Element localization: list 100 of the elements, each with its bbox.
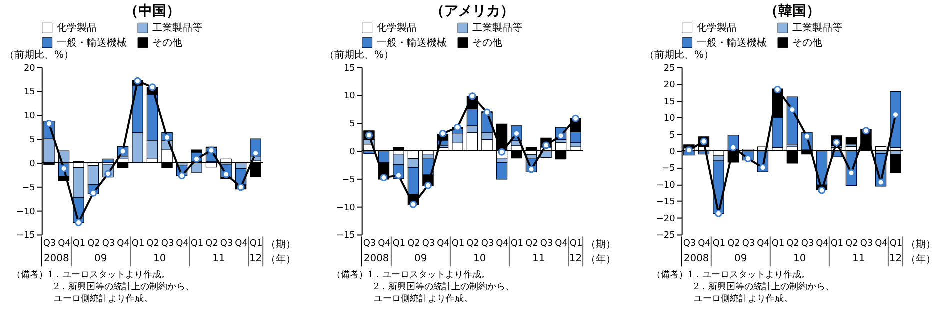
y-tick-label: 20 <box>664 80 676 91</box>
y-tick-label: 15 <box>24 88 36 98</box>
x-tick-label: Q1 <box>890 239 903 250</box>
x-tick-label: Q3 <box>161 239 174 250</box>
x-tick-label: Q4 <box>117 239 130 250</box>
x-tick-label: Q1 <box>392 239 406 250</box>
x-tick-label: Q4 <box>437 239 450 250</box>
x-tick-label: Q1 <box>570 239 583 250</box>
y-tick-label: 5 <box>670 130 676 141</box>
legend-label: その他 <box>792 36 822 49</box>
legend-label: 化学製品 <box>376 22 417 34</box>
chart-title: （中国） <box>124 3 181 20</box>
x-tick-label: Q2 <box>786 239 800 250</box>
text: ユーロ側統計より作成。 <box>694 294 793 305</box>
text: 2．新興国等の統計上の制約から、 <box>374 282 515 293</box>
x-tick-label: Q1 <box>452 239 465 250</box>
y-tick-label: 5 <box>30 136 36 146</box>
x-tick-label: Q4 <box>378 239 392 250</box>
text: 2008 <box>44 254 70 265</box>
y-tick-label: 25 <box>664 64 676 74</box>
x-tick-label: Q4 <box>235 239 248 250</box>
x-tick-label: Q4 <box>58 239 72 250</box>
x-tick-label: Q2 <box>466 239 480 250</box>
text: 12 <box>569 254 582 265</box>
x-tick-label: Q3 <box>683 239 696 250</box>
y-axis-title: （前期比、%） <box>324 48 394 61</box>
x-tick-label: Q1 <box>190 239 204 250</box>
x-tick-label: Q2 <box>146 239 160 250</box>
x-tick-label: Q3 <box>220 239 234 250</box>
x-tick-label: Q2 <box>728 239 740 250</box>
legend-label: その他 <box>152 36 183 49</box>
y-tick-label: −15 <box>656 198 676 208</box>
y-tick-label: −10 <box>16 207 36 218</box>
text: 12 <box>889 254 902 265</box>
y-tick-label: 15 <box>664 97 676 108</box>
text: 10 <box>474 254 486 265</box>
x-tick-label: Q3 <box>540 239 554 250</box>
x-tick-label: Q4 <box>555 239 568 250</box>
x-tick-label: Q3 <box>363 239 376 250</box>
y-tick-label: −10 <box>336 203 356 214</box>
text: 2．新興国等の統計上の制約から、 <box>54 282 195 293</box>
y-tick-label: 15 <box>344 64 356 74</box>
x-tick-label: Q1 <box>830 239 844 250</box>
text: 11 <box>852 254 866 265</box>
text: （備考）1．ユーロスタットより作成。 <box>12 270 171 281</box>
y-tick-label: −10 <box>656 180 676 191</box>
text: （備考）1．ユーロスタットより作成。 <box>652 270 811 281</box>
y-tick-label: 10 <box>664 114 676 124</box>
x-tick-label: Q2 <box>526 239 538 250</box>
x-tick-label: Q2 <box>408 239 420 250</box>
y-axis-title: （前期比、%） <box>4 48 74 61</box>
x-tick-label: Q1 <box>72 239 86 250</box>
x-tick-label: Q3 <box>102 239 116 250</box>
text: 2．新興国等の統計上の制約から、 <box>694 282 835 293</box>
y-tick-label: 20 <box>24 64 36 74</box>
x-tick-label: Q3 <box>860 239 874 250</box>
x-tick-label: Q1 <box>510 239 524 250</box>
x-tick-label: Q4 <box>176 239 190 250</box>
y-tick-label: −5 <box>342 175 356 186</box>
y-tick-label: −5 <box>22 183 36 194</box>
x-tick-label: Q2 <box>88 239 100 250</box>
y-tick-label: 10 <box>344 92 356 102</box>
x-tick-label: Q4 <box>698 239 712 250</box>
text: 09 <box>734 254 748 265</box>
y-tick-label: −5 <box>662 164 676 174</box>
text: 11 <box>532 254 546 265</box>
y-tick-label: −15 <box>336 231 356 242</box>
x-tick-label: Q1 <box>772 239 785 250</box>
text: ユーロ側統計より作成。 <box>54 294 153 305</box>
text: 11 <box>212 254 226 265</box>
text: 09 <box>94 254 108 265</box>
x-tick-label: Q4 <box>496 239 510 250</box>
x-tick-label: Q3 <box>801 239 814 250</box>
y-tick-label: −15 <box>16 231 36 242</box>
x-tick-label: Q3 <box>43 239 56 250</box>
y-tick-label: −20 <box>656 214 676 224</box>
x-tick-label: Q4 <box>816 239 830 250</box>
x-tick-label: Q1 <box>132 239 145 250</box>
x-tick-label: Q4 <box>757 239 770 250</box>
text: 12 <box>249 254 262 265</box>
x-tick-label: Q1 <box>250 239 263 250</box>
text: ユーロ側統計より作成。 <box>374 294 473 305</box>
x-tick-label: Q3 <box>422 239 436 250</box>
legend-label: 工業製品等 <box>152 22 203 34</box>
y-tick-label: 10 <box>24 112 36 122</box>
legend-label: 一般・輸送機械 <box>376 36 447 49</box>
legend-label: 一般・輸送機械 <box>696 36 767 49</box>
chart-title: （アメリカ） <box>430 3 514 20</box>
x-tick-label: Q2 <box>206 239 218 250</box>
text: 10 <box>794 254 806 265</box>
x-tick-label: Q3 <box>742 239 756 250</box>
legend-label: 化学製品 <box>56 22 97 34</box>
text: （備考）1．ユーロスタットより作成。 <box>332 270 491 281</box>
x-tick-label: Q3 <box>481 239 494 250</box>
x-axis-title: （期）（年） <box>266 238 296 266</box>
y-tick-label: 5 <box>350 120 356 130</box>
text: 09 <box>414 254 428 265</box>
text: 10 <box>154 254 166 265</box>
x-axis-title: （期）（年） <box>906 238 936 266</box>
y-axis-title: （前期比、%） <box>644 48 714 61</box>
